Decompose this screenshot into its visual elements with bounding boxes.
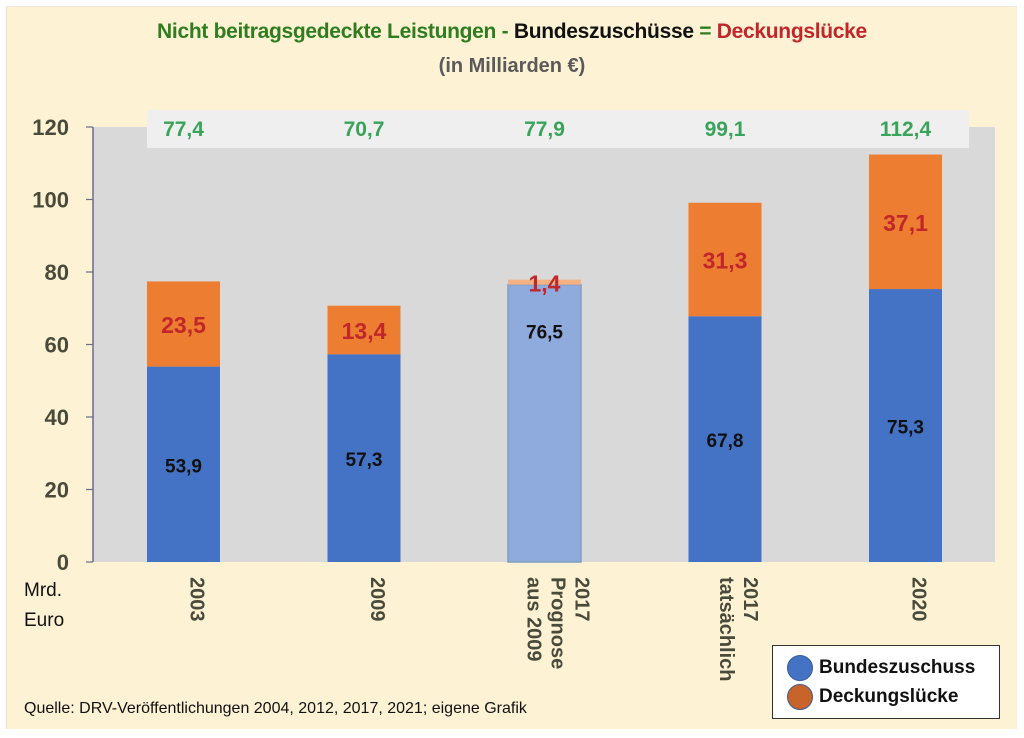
value-label-deckungsluecke: 37,1: [883, 210, 928, 236]
bar-deckungsluecke: [688, 202, 762, 317]
x-category-label: 2017: [739, 577, 761, 622]
bar-deckungsluecke: [508, 279, 581, 285]
title-minus: -: [496, 20, 514, 43]
y-tick-label: 20: [45, 478, 69, 503]
y-tick-label: 60: [45, 333, 69, 358]
bar-bundeszuschuss: [869, 289, 942, 562]
legend-item-bundeszuschuss: Bundeszuschuss: [787, 654, 975, 682]
value-label-bundeszuschuss: 53,9: [165, 456, 202, 477]
total-label: 77,9: [524, 118, 565, 141]
title-part-bundeszuschuesse: Bundeszuschüsse: [513, 20, 694, 43]
y-tick-label: 0: [57, 550, 69, 575]
value-label-deckungsluecke: 13,4: [342, 318, 387, 344]
bar-deckungsluecke: [327, 305, 401, 355]
legend-swatch-bundeszuschuss: [787, 655, 813, 681]
title-part-leistungen: Nicht beitragsgedeckte Leistungen: [157, 20, 497, 43]
y-tick-label: 120: [32, 115, 69, 140]
y-unit-label: Mrd. Euro: [24, 576, 64, 636]
x-category-label: aus 2009: [523, 577, 545, 662]
title-part-deckungsluecke: Deckungslücke: [716, 20, 867, 43]
legend-item-deckungsluecke: Deckungslücke: [787, 683, 958, 711]
value-label-bundeszuschuss: 75,3: [887, 418, 924, 439]
total-label: 77,4: [163, 118, 204, 141]
value-label-deckungsluecke: 31,3: [703, 247, 748, 273]
y-unit-line-2: Euro: [24, 610, 65, 631]
value-label-bundeszuschuss: 67,8: [707, 431, 744, 452]
total-label: 112,4: [880, 118, 932, 141]
value-label-deckungsluecke: 1,4: [529, 271, 561, 297]
bar-deckungsluecke: [147, 281, 220, 367]
bar-bundeszuschuss: [688, 316, 762, 562]
chart-subtitle: (in Milliarden €): [438, 55, 586, 77]
value-label-bundeszuschuss: 57,3: [346, 450, 383, 471]
title-equals: =: [693, 20, 717, 43]
x-category-label: Prognose: [547, 577, 569, 669]
bar-deckungsluecke: [869, 154, 942, 290]
y-tick-label: 100: [32, 188, 69, 213]
chart-title: Nicht beitragsgedeckte Leistungen - Bund…: [0, 20, 1024, 44]
legend-label-bundeszuschuss: Bundeszuschuss: [819, 657, 976, 678]
x-category-label: tatsächlich: [715, 577, 737, 681]
y-tick-label: 40: [45, 405, 69, 430]
x-category-label: 2003: [186, 577, 208, 622]
value-label-bundeszuschuss: 76,5: [526, 323, 563, 344]
legend-swatch-deckungsluecke: [787, 684, 813, 710]
x-category-label: 2020: [908, 577, 930, 622]
y-tick-label: 80: [45, 260, 69, 285]
value-label-deckungsluecke: 23,5: [161, 312, 206, 338]
x-category-label: 2017: [571, 577, 593, 622]
total-label: 99,1: [705, 118, 746, 141]
totals-strip: [147, 110, 969, 148]
bar-bundeszuschuss: [147, 366, 220, 562]
legend-label-deckungsluecke: Deckungslücke: [819, 686, 959, 707]
source-note: Quelle: DRV-Veröffentlichungen 2004, 201…: [24, 700, 527, 717]
bar-bundeszuschuss: [327, 354, 401, 562]
total-label: 70,7: [344, 118, 385, 141]
legend: Bundeszuschuss Deckungslücke: [772, 645, 1000, 719]
bar-bundeszuschuss: [507, 283, 582, 563]
y-unit-line-1: Mrd.: [24, 580, 62, 601]
x-category-label: 2009: [366, 577, 388, 622]
